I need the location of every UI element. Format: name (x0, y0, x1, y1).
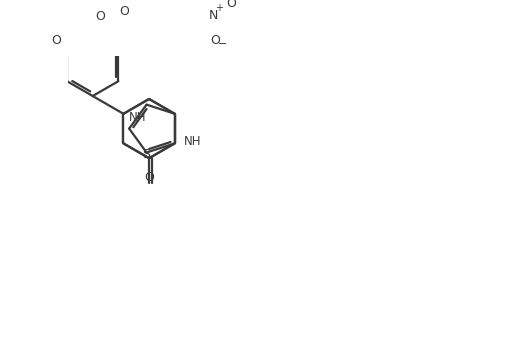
Text: O: O (226, 0, 236, 10)
Text: O: O (96, 10, 105, 23)
Text: O: O (119, 5, 129, 18)
Text: −: − (218, 39, 227, 49)
Text: +: + (215, 3, 223, 13)
Text: O: O (144, 171, 154, 184)
Text: S: S (142, 148, 151, 161)
Text: O: O (210, 34, 220, 47)
Text: NH: NH (130, 111, 147, 124)
Text: NH: NH (183, 135, 201, 148)
Text: O: O (51, 34, 61, 47)
Text: N: N (208, 9, 218, 22)
